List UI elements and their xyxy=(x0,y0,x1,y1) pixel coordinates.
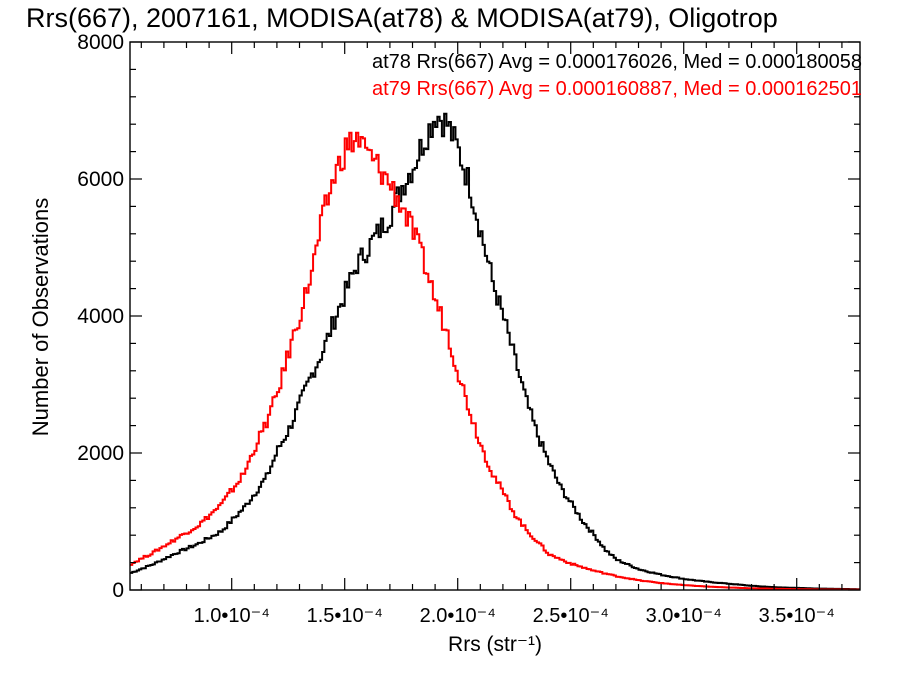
y-tick-label: 8000 xyxy=(77,31,124,54)
plot-area xyxy=(130,112,860,590)
chart-title: Rrs(667), 2007161, MODISA(at78) & MODISA… xyxy=(26,3,778,33)
x-tick-label: 3.5•10⁻⁴ xyxy=(759,605,835,627)
legend-entry-1: at78 Rrs(667) Avg = 0.000176026, Med = 0… xyxy=(372,51,862,73)
legend: at78 Rrs(667) Avg = 0.000176026, Med = 0… xyxy=(372,51,862,100)
series-line-1 xyxy=(130,112,860,590)
x-tick-label: 2.5•10⁻⁴ xyxy=(533,605,609,627)
y-axis-label: Number of Observations xyxy=(28,198,53,436)
y-tick-label: 0 xyxy=(112,579,124,602)
y-tick-label: 4000 xyxy=(77,305,124,328)
x-tick-label: 1.5•10⁻⁴ xyxy=(307,605,383,627)
x-tick-label: 2.0•10⁻⁴ xyxy=(420,605,496,627)
x-axis-label: Rrs (str⁻¹) xyxy=(448,633,542,656)
plot-frame xyxy=(129,41,861,591)
x-tick-label: 3.0•10⁻⁴ xyxy=(646,605,722,627)
y-tick-label: 2000 xyxy=(77,442,124,465)
series-line-2 xyxy=(130,131,860,590)
legend-entry-2: at79 Rrs(667) Avg = 0.000160887, Med = 0… xyxy=(372,78,862,100)
y-tick-label: 6000 xyxy=(77,168,124,191)
x-tick-label: 1.0•10⁻⁴ xyxy=(194,605,270,627)
axes: 1.0•10⁻⁴ 1.5•10⁻⁴ 2.0•10⁻⁴ 2.5•10⁻⁴ 3.0•10⁻⁴… xyxy=(77,31,861,627)
